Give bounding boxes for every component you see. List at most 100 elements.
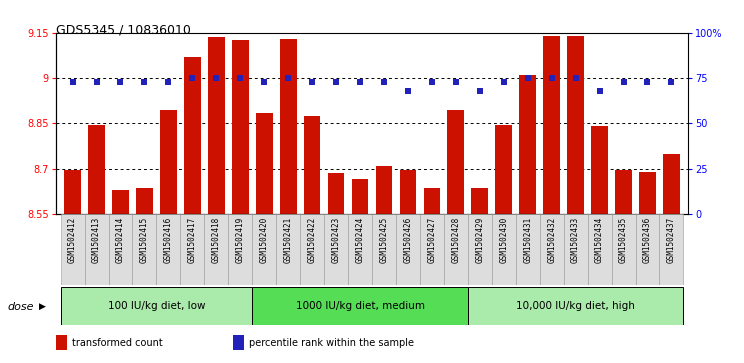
Text: dose: dose (7, 302, 34, 312)
Bar (496, 125, 512, 214)
Text: GSM1502415: GSM1502415 (140, 217, 149, 263)
Text: GSM1502421: GSM1502421 (283, 217, 292, 263)
Text: GSM1502417: GSM1502417 (187, 217, 197, 263)
Text: GSM1502426: GSM1502426 (403, 217, 412, 263)
Bar (612, 214, 635, 285)
Bar (567, 36, 584, 214)
Bar (492, 214, 516, 285)
Bar (639, 172, 656, 214)
Bar (60, 287, 252, 325)
Bar (136, 188, 153, 214)
Bar (88, 125, 105, 214)
Point (402, 88, 414, 94)
Bar (444, 214, 468, 285)
Text: 1000 IU/kg diet, medium: 1000 IU/kg diet, medium (295, 301, 425, 311)
Bar (663, 154, 680, 214)
Point (115, 79, 126, 85)
Text: GSM1502416: GSM1502416 (164, 217, 173, 263)
Bar (372, 214, 396, 285)
Bar (420, 214, 444, 285)
Point (641, 79, 653, 85)
Text: GSM1502436: GSM1502436 (643, 217, 652, 263)
Text: percentile rank within the sample: percentile rank within the sample (248, 338, 414, 347)
Point (665, 79, 677, 85)
Bar (327, 174, 344, 214)
Bar (324, 214, 348, 285)
Point (138, 79, 150, 85)
Text: GSM1502432: GSM1502432 (547, 217, 557, 263)
Text: GSM1502412: GSM1502412 (68, 217, 77, 263)
Text: GSM1502418: GSM1502418 (212, 217, 221, 263)
Text: GSM1502428: GSM1502428 (452, 217, 461, 263)
Text: GSM1502424: GSM1502424 (356, 217, 365, 263)
Bar (205, 214, 228, 285)
Point (67, 79, 79, 85)
Text: GSM1502434: GSM1502434 (595, 217, 604, 263)
Point (594, 88, 606, 94)
Bar (252, 214, 276, 285)
Bar (591, 126, 608, 214)
Bar (132, 214, 156, 285)
Bar (352, 179, 368, 214)
Text: GSM1502425: GSM1502425 (379, 217, 388, 263)
Text: GSM1502433: GSM1502433 (571, 217, 580, 263)
Point (234, 75, 246, 81)
Bar (280, 39, 297, 214)
Text: GSM1502431: GSM1502431 (523, 217, 532, 263)
Text: GSM1502435: GSM1502435 (619, 217, 628, 263)
Bar (232, 40, 248, 214)
Bar (396, 214, 420, 285)
Text: GSM1502430: GSM1502430 (499, 217, 508, 263)
Bar (564, 214, 588, 285)
Bar (539, 214, 564, 285)
Point (498, 79, 510, 85)
Text: transformed count: transformed count (71, 338, 162, 347)
Bar (109, 214, 132, 285)
Bar (348, 214, 372, 285)
Text: GDS5345 / 10836010: GDS5345 / 10836010 (56, 24, 190, 37)
Point (258, 79, 270, 85)
Bar (208, 37, 225, 214)
Text: 10,000 IU/kg diet, high: 10,000 IU/kg diet, high (516, 301, 635, 311)
Point (474, 88, 486, 94)
Text: GSM1502414: GSM1502414 (116, 217, 125, 263)
Bar (543, 36, 560, 214)
Bar (184, 57, 201, 214)
Text: GSM1502423: GSM1502423 (332, 217, 341, 263)
Point (307, 79, 318, 85)
Bar (252, 287, 468, 325)
Point (354, 79, 366, 85)
Point (282, 75, 294, 81)
Bar (233, 335, 244, 350)
Text: GSM1502429: GSM1502429 (475, 217, 484, 263)
Text: GSM1502420: GSM1502420 (260, 217, 269, 263)
Bar (468, 287, 684, 325)
Text: GSM1502413: GSM1502413 (92, 217, 101, 263)
Point (162, 79, 174, 85)
Text: GSM1502437: GSM1502437 (667, 217, 676, 263)
Bar (304, 116, 321, 214)
Bar (276, 214, 300, 285)
Point (211, 75, 222, 81)
Bar (635, 214, 659, 285)
Text: ▶: ▶ (39, 302, 46, 311)
Point (91, 79, 103, 85)
Bar (615, 170, 632, 214)
Bar (519, 75, 536, 214)
Bar (376, 166, 392, 214)
Bar (423, 188, 440, 214)
Bar (60, 214, 85, 285)
Point (570, 75, 582, 81)
Point (378, 79, 390, 85)
Bar (447, 110, 464, 214)
Bar (64, 170, 81, 214)
Bar (256, 113, 272, 214)
Point (450, 79, 462, 85)
Bar (156, 214, 180, 285)
Bar (160, 110, 177, 214)
Text: 100 IU/kg diet, low: 100 IU/kg diet, low (108, 301, 205, 311)
Point (426, 79, 437, 85)
Bar (85, 214, 109, 285)
Point (330, 79, 342, 85)
Bar (228, 214, 252, 285)
